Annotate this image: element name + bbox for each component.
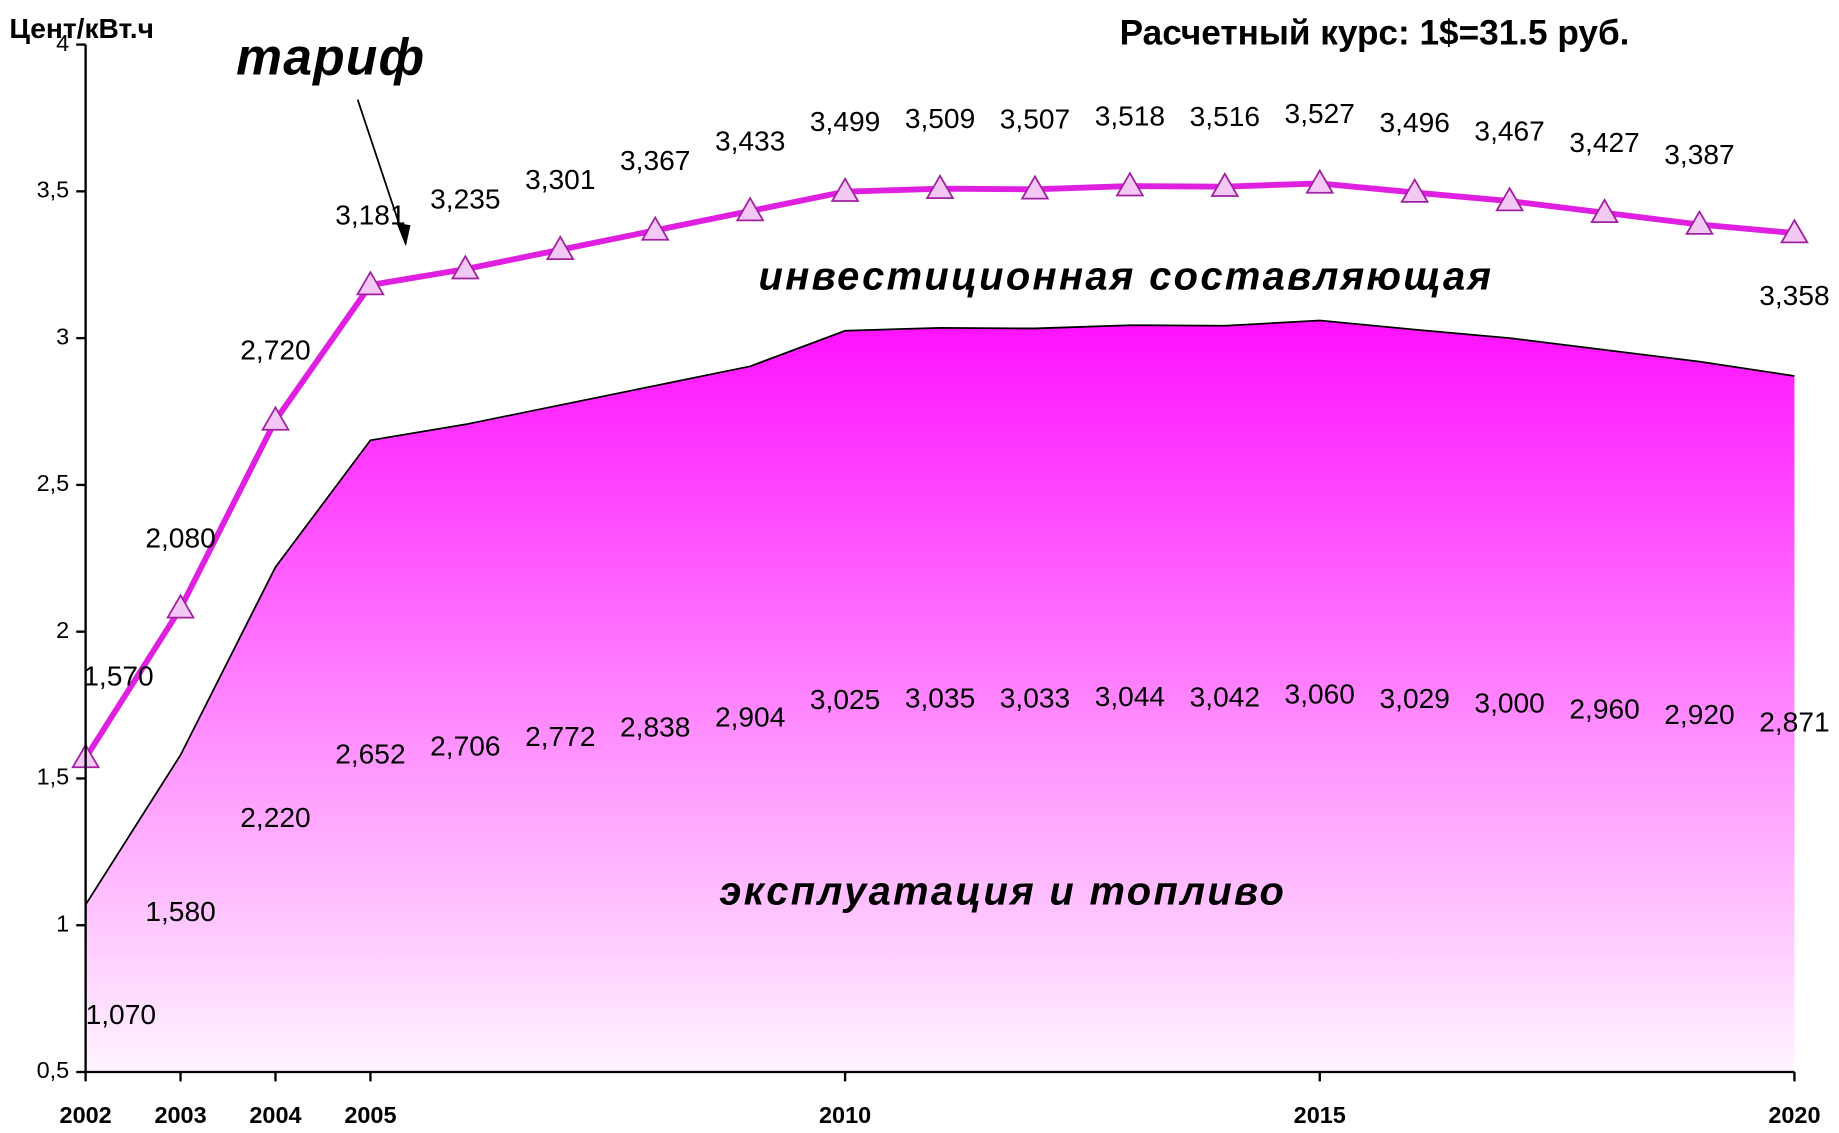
area [85, 320, 1795, 1073]
y-tick-label: 3 [56, 323, 69, 349]
area-series-name: эксплуатация и топливо [719, 869, 1286, 913]
data-label: 1,570 [83, 661, 153, 692]
marker [1685, 209, 1714, 235]
data-label: 3,507 [1000, 104, 1070, 135]
data-label: 3,387 [1664, 139, 1734, 170]
area-edge [84, 319, 1795, 906]
data-label: 3,527 [1285, 98, 1355, 129]
y-tick-label: 2 [56, 617, 69, 643]
marker [735, 196, 765, 222]
marker [1020, 174, 1050, 200]
data-label: 2,871 [1759, 706, 1829, 737]
data-label: 1,580 [145, 896, 215, 927]
data-label: 3,181 [335, 199, 405, 230]
marker [1305, 168, 1335, 194]
data-label: 3,509 [905, 103, 975, 134]
data-label: 3,367 [620, 145, 690, 176]
data-label: 2,652 [335, 739, 405, 770]
arrow-head [396, 222, 411, 247]
data-label: 3,518 [1095, 100, 1165, 131]
x-tick-label: 2005 [344, 1102, 396, 1128]
data-label: 2,772 [525, 721, 595, 752]
y-tick-label: 4 [56, 30, 69, 56]
data-label: 3,235 [430, 184, 500, 215]
data-label: 3,358 [1759, 280, 1829, 311]
line-series-name: тариф [236, 28, 425, 86]
marker [1780, 218, 1809, 244]
x-tick-label: 2004 [249, 1102, 301, 1128]
marker [261, 405, 290, 431]
marker [450, 254, 480, 280]
data-label: 3,499 [810, 106, 880, 137]
x-tick-label: 2010 [819, 1102, 871, 1128]
marker [1115, 171, 1145, 197]
data-label: 3,433 [715, 125, 785, 156]
marker [1590, 198, 1619, 224]
y-axis-label: Цент/кВт.ч [9, 13, 154, 44]
y-tick-label: 1 [56, 910, 69, 936]
investment-annotation: инвестиционная составляющая [759, 255, 1494, 299]
x-tick-label: 2015 [1294, 1102, 1346, 1128]
data-label: 3,035 [905, 682, 975, 713]
data-label: 2,960 [1569, 693, 1639, 724]
y-tick-label: 2,5 [37, 470, 70, 496]
arrow [356, 99, 407, 245]
marker [1400, 177, 1430, 203]
data-label: 3,467 [1474, 115, 1544, 146]
data-label: 2,080 [145, 523, 215, 554]
x-tick-label: 2003 [154, 1102, 206, 1128]
data-label: 3,496 [1380, 107, 1450, 138]
data-label: 3,033 [1000, 683, 1070, 714]
data-label: 3,025 [810, 684, 880, 715]
marker [1495, 186, 1525, 212]
marker [355, 270, 385, 296]
data-label: 2,904 [715, 702, 785, 733]
data-label: 3,000 [1474, 688, 1544, 719]
marker [1210, 171, 1240, 197]
data-label: 2,720 [240, 335, 310, 366]
y-tick-label: 3,5 [37, 177, 70, 203]
x-tick-label: 2002 [60, 1102, 112, 1128]
data-label: 3,060 [1285, 679, 1355, 710]
data-label: 2,706 [430, 731, 500, 762]
marker [640, 215, 670, 241]
marker [925, 174, 955, 199]
data-label: 2,838 [620, 711, 690, 742]
data-label: 3,516 [1190, 101, 1260, 132]
data-label: 1,070 [86, 999, 156, 1030]
data-label: 3,029 [1380, 683, 1450, 714]
rate-annotation: Расчетный курс: 1$=31.5 руб. [1120, 13, 1630, 52]
x-tick-label: 2020 [1768, 1102, 1820, 1128]
y-tick-label: 1,5 [37, 764, 70, 790]
data-label: 3,044 [1095, 681, 1165, 712]
y-tick-label: 0,5 [37, 1057, 70, 1083]
marker [545, 235, 575, 261]
data-label: 2,220 [240, 802, 310, 833]
data-label: 3,427 [1569, 127, 1639, 158]
data-label: 3,042 [1190, 681, 1260, 712]
data-label: 3,301 [525, 164, 595, 195]
marker [166, 593, 195, 619]
data-label: 2,920 [1664, 699, 1734, 730]
marker [830, 176, 860, 202]
